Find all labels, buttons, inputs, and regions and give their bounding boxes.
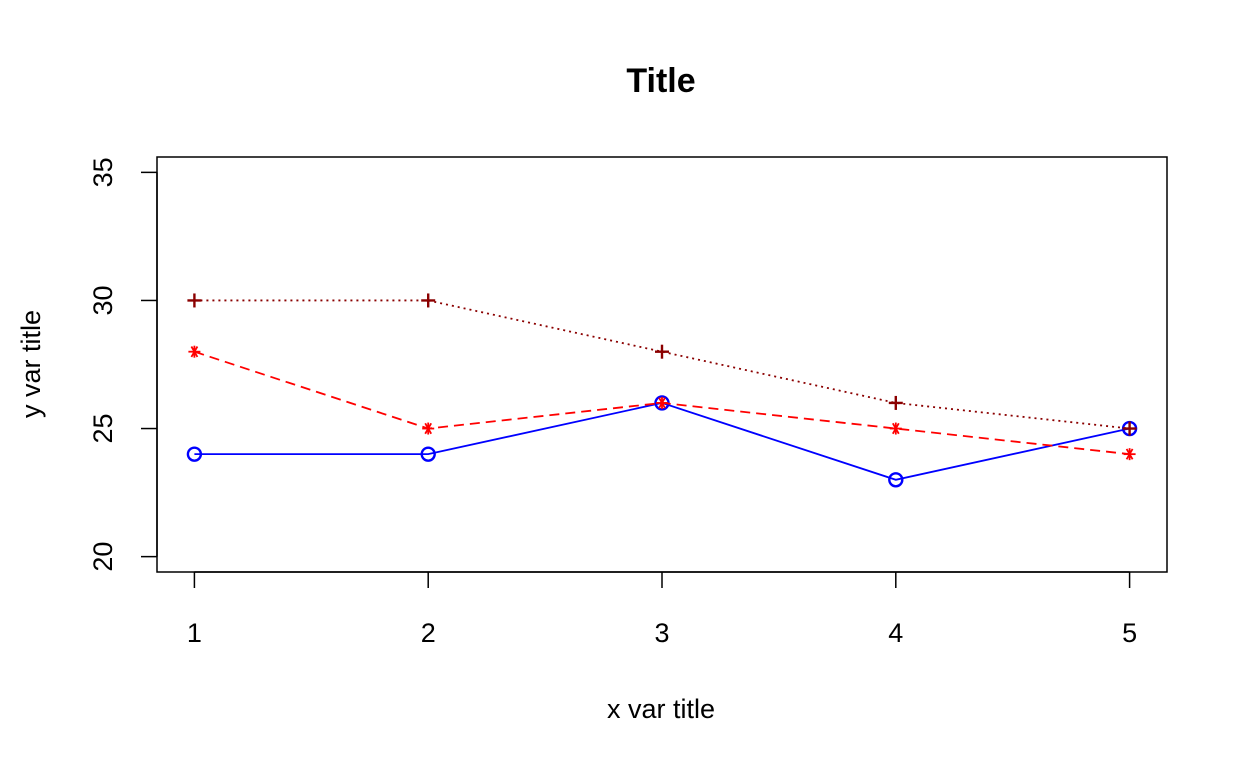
plus-point-marker [655,344,669,359]
asterisk-point-marker [188,345,201,358]
x-axis: 1 2 3 4 5 [187,571,1137,648]
x-tick-label: 3 [654,618,669,648]
y-tick-label: 25 [88,414,118,444]
y-tick-label: 20 [88,542,118,572]
circle-point-marker [186,446,203,462]
x-tick-label: 5 [1122,618,1137,648]
y-axis: 20 25 30 35 [88,157,158,572]
x-tick-label: 4 [888,618,903,648]
asterisk-point-marker [889,422,902,435]
plot-frame [156,156,1168,573]
series-layer [186,293,1138,488]
x-tick-label: 1 [187,618,202,648]
series-line [194,401,1130,481]
asterisk-point-marker [656,396,668,409]
asterisk-point-marker [1123,448,1136,461]
plus-point-marker [888,395,903,410]
circle-point-marker [420,446,436,462]
series-3 [187,293,1137,436]
x-tick-label: 2 [421,618,436,648]
circle-point-marker [888,472,904,488]
plus-point-marker [1122,421,1137,436]
x-axis-title: x var title [607,694,715,724]
y-tick-label: 35 [88,157,118,187]
asterisk-point-marker [422,422,435,435]
series-1 [186,395,1138,488]
y-tick-label: 30 [88,285,118,315]
y-axis-title: y var title [16,310,46,418]
plus-point-marker [187,293,202,308]
plus-point-marker [421,293,436,308]
series-2 [188,345,1136,461]
chart-title: Title [626,62,695,100]
